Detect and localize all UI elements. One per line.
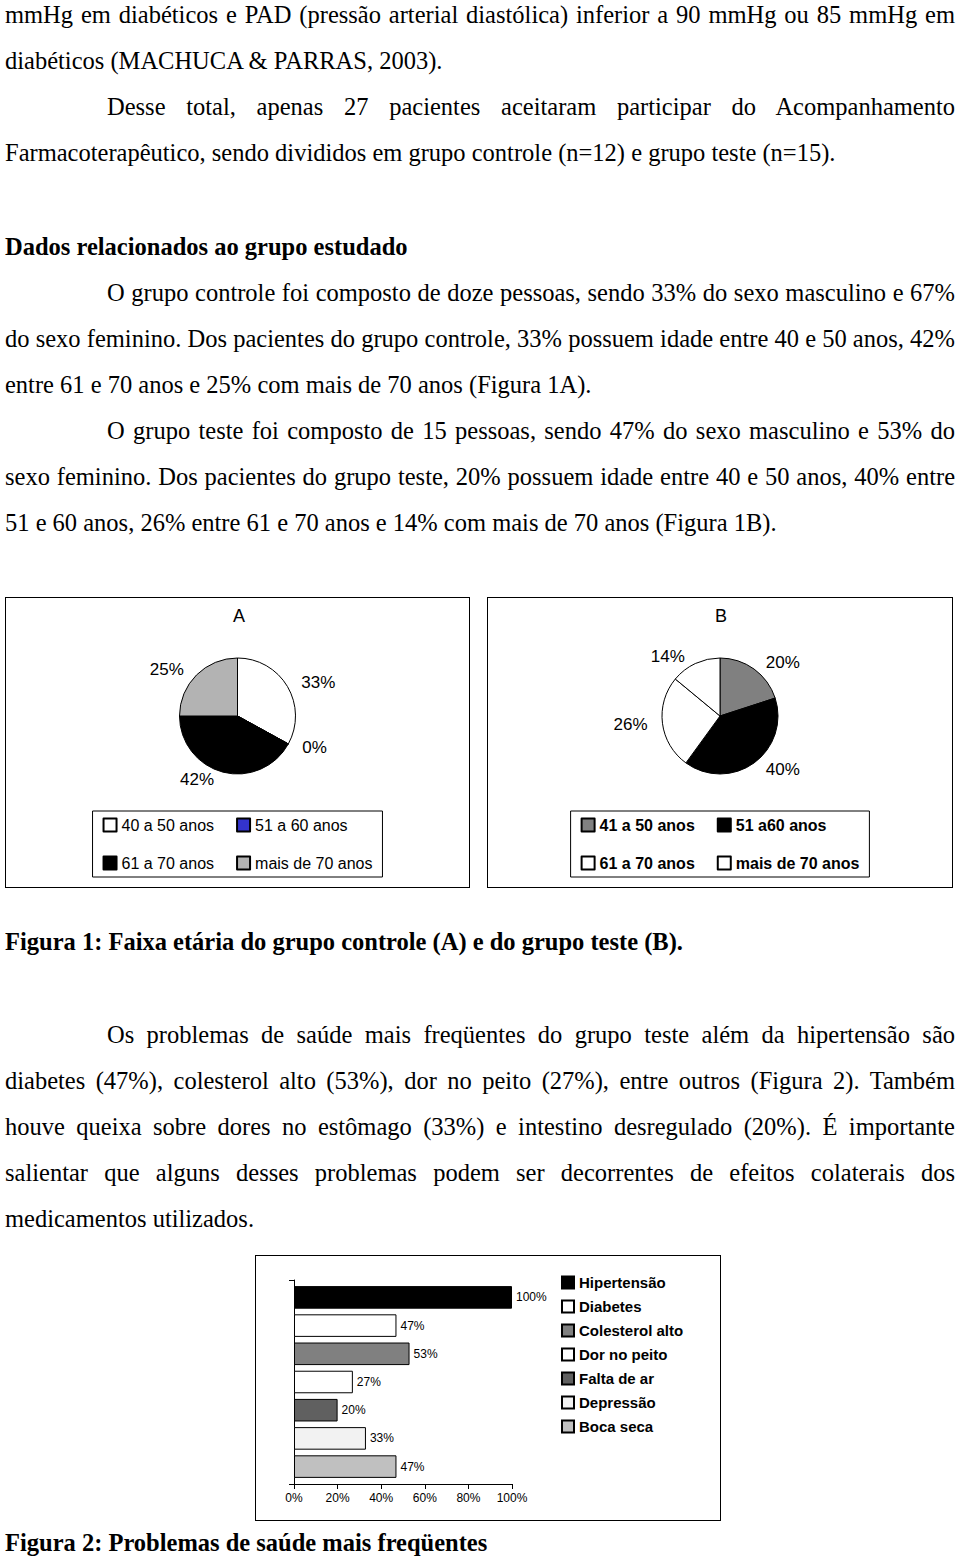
svg-text:mais de 70 anos: mais de 70 anos [736,855,860,872]
html-text:Figura 2: Problemas de saúde m: Figura 2: Problemas de saúde mais freqüe… [5,1529,488,1556]
svg-text:100%: 100% [497,1491,528,1505]
svg-text:25%: 25% [150,660,184,679]
svg-text:42%: 42% [180,770,214,789]
svg-text:33%: 33% [370,1431,394,1445]
svg-text:51 a 60 anos: 51 a 60 anos [255,817,348,834]
svg-text:26%: 26% [613,715,647,734]
svg-text:B: B [715,606,727,626]
svg-text:Boca seca: Boca seca [579,1418,654,1435]
svg-text:40 a 50 anos: 40 a 50 anos [122,817,215,834]
svg-text:20%: 20% [766,653,800,672]
html-text:O grupo teste foi composto de: O grupo teste foi composto de 15 pessoas… [5,417,955,536]
svg-text:51 a60 anos: 51 a60 anos [736,817,827,834]
svg-text:40%: 40% [766,760,800,779]
svg-text:A: A [233,606,245,626]
svg-text:53%: 53% [414,1347,438,1361]
svg-text:Dor no peito: Dor no peito [579,1346,667,1363]
svg-text:80%: 80% [456,1491,480,1505]
svg-text:47%: 47% [400,1319,424,1333]
svg-text:Falta de ar: Falta de ar [579,1370,654,1387]
svg-text:61 a 70 anos: 61 a 70 anos [122,855,215,872]
svg-text:Colesterol alto: Colesterol alto [579,1322,683,1339]
svg-text:100%: 100% [516,1290,547,1304]
svg-text:61 a 70 anos: 61 a 70 anos [600,855,695,872]
html-text:mmHg em diabéticos e PAD (pres: mmHg em diabéticos e PAD (pressão arteri… [5,1,955,74]
svg-text:41 a 50 anos: 41 a 50 anos [600,817,695,834]
html-text:Figura 1: Faixa etária do grup: Figura 1: Faixa etária do grupo controle… [5,928,683,955]
svg-text:14%: 14% [651,647,685,666]
html-text:O grupo controle foi composto: O grupo controle foi composto de doze pe… [5,279,955,398]
svg-text:40%: 40% [369,1491,393,1505]
html-text:Dados relacionados ao grupo es: Dados relacionados ao grupo estudado [5,233,408,260]
svg-text:Depressão: Depressão [579,1394,656,1411]
svg-text:20%: 20% [326,1491,350,1505]
svg-text:0%: 0% [302,738,327,757]
svg-text:27%: 27% [357,1375,381,1389]
svg-text:Hipertensão: Hipertensão [579,1274,666,1291]
svg-text:0%: 0% [285,1491,303,1505]
svg-text:33%: 33% [301,673,335,692]
html-text:Desse total, apenas 27 pacient: Desse total, apenas 27 pacientes aceitar… [5,93,955,166]
svg-text:Diabetes: Diabetes [579,1298,642,1315]
svg-text:47%: 47% [400,1460,424,1474]
svg-text:60%: 60% [413,1491,437,1505]
svg-text:20%: 20% [342,1403,366,1417]
svg-text:mais de 70 anos: mais de 70 anos [255,855,372,872]
html-text:Os problemas de saúde mais fre: Os problemas de saúde mais freqüentes do… [5,1021,955,1232]
